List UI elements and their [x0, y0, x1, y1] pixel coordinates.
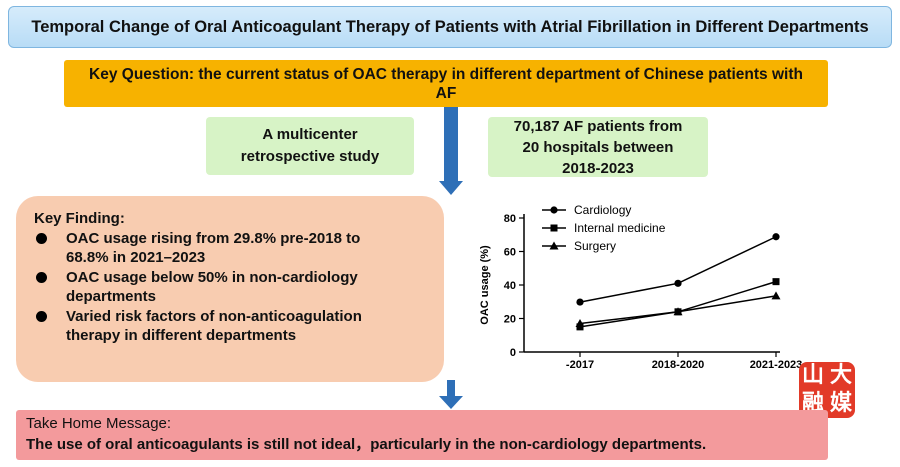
down-arrow-shaft-bottom — [447, 380, 455, 398]
take-home-box: Take Home Message: The use of oral antic… — [16, 410, 828, 460]
key-finding-item: Varied risk factors of non-anticoagulati… — [34, 307, 426, 345]
take-home-title: Take Home Message: — [26, 415, 172, 432]
key-finding-item: OAC usage rising from 29.8% pre-2018 to … — [34, 229, 426, 267]
y-tick-label: 60 — [504, 247, 516, 259]
key-finding-item: OAC usage below 50% in non-cardiology de… — [34, 268, 426, 306]
data-point — [674, 279, 682, 287]
key-question-text: Key Question: the current status of OAC … — [89, 65, 803, 102]
take-home-text: The use of oral anticoagulants is still … — [26, 436, 707, 453]
population-box: 70,187 AF patients from 20 hospitals bet… — [488, 117, 708, 177]
oac-usage-line-chart: 0 20 40 60 80 -2017 2018-2020 2021-2023 OAC usag… — [479, 203, 803, 371]
down-arrow-icon — [439, 181, 463, 195]
legend-marker — [550, 224, 558, 232]
legend-label: Internal medicine — [574, 221, 666, 235]
legend-label: Surgery — [574, 239, 616, 253]
shandong-media-logo: 山 大 融 媒 — [799, 362, 855, 418]
data-point — [576, 298, 584, 306]
data-point — [575, 319, 585, 328]
y-tick-label: 40 — [504, 280, 516, 292]
down-arrow-icon — [439, 396, 463, 409]
y-axis-label: OAC usage (%) — [479, 245, 491, 325]
bullet-icon — [36, 311, 47, 322]
key-question-box: Key Question: the current status of OAC … — [64, 60, 828, 107]
key-finding-list: OAC usage rising from 29.8% pre-2018 to … — [34, 229, 426, 345]
page-title: Temporal Change of Oral Anticoagulant Th… — [8, 6, 892, 48]
data-point — [772, 278, 780, 286]
data-point — [771, 291, 781, 300]
study-design-text: A multicenter retrospective study — [240, 126, 380, 165]
data-point — [772, 233, 780, 241]
legend-marker — [549, 241, 559, 250]
down-arrow-shaft-top — [444, 107, 458, 182]
y-tick-label: 80 — [504, 213, 516, 225]
key-finding-box: Key Finding: OAC usage rising from 29.8%… — [16, 196, 444, 382]
data-point — [673, 307, 683, 316]
x-tick-label: -2017 — [566, 359, 594, 371]
bullet-icon — [36, 272, 47, 283]
legend-label: Cardiology — [574, 203, 631, 217]
x-tick-label: 2018-2020 — [652, 359, 705, 371]
key-finding-title: Key Finding: — [34, 210, 125, 227]
y-tick-label: 0 — [510, 347, 516, 359]
bullet-icon — [36, 233, 47, 244]
study-design-box: A multicenter retrospective study — [206, 117, 414, 175]
x-tick-label: 2021-2023 — [750, 359, 803, 371]
y-tick-label: 20 — [504, 314, 516, 326]
population-text: 70,187 AF patients from 20 hospitals bet… — [513, 117, 683, 177]
legend-marker — [550, 206, 558, 214]
